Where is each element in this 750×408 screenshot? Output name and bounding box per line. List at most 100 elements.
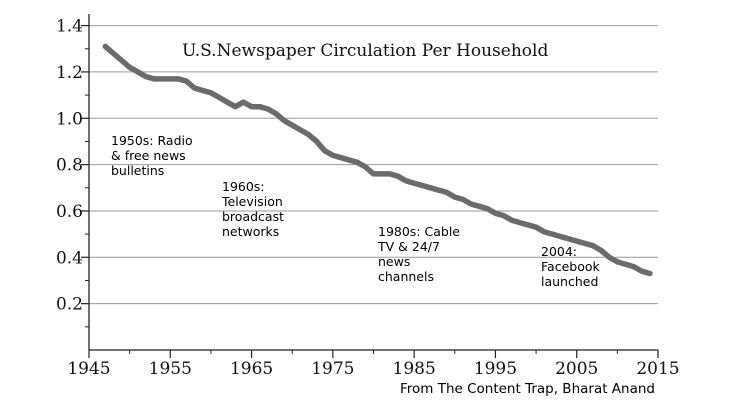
- y-tick-label: 0.8: [56, 156, 83, 176]
- data-point: [267, 108, 269, 110]
- axes: [88, 14, 658, 351]
- annotation-line: networks: [222, 224, 279, 239]
- data-point: [543, 231, 545, 233]
- data-point: [584, 242, 586, 245]
- data-point: [136, 71, 139, 73]
- y-tick-label: 0.4: [56, 248, 83, 268]
- x-tick-label: 2005: [555, 359, 598, 379]
- x-axis-ticks: 1945 1955 1965 1975 1985 1995 2005 2015: [67, 350, 680, 379]
- data-point: [462, 198, 464, 201]
- chart-title: U.S.Newspaper Circulation Per Household: [182, 41, 548, 61]
- data-point: [632, 265, 635, 268]
- data-point: [429, 186, 432, 189]
- data-point: [202, 89, 204, 92]
- data-point: [397, 175, 399, 178]
- data-point: [608, 256, 611, 259]
- data-point: [502, 214, 505, 217]
- data-point: [486, 207, 489, 210]
- data-point: [218, 96, 220, 99]
- y-tick-label: 1.4: [56, 17, 83, 37]
- data-point: [128, 66, 131, 69]
- data-point: [535, 226, 537, 228]
- gridlines: [89, 25, 658, 305]
- data-point: [153, 78, 155, 80]
- y-tick-label: 0.6: [56, 202, 83, 222]
- data-point: [567, 237, 570, 240]
- data-point: [210, 91, 212, 94]
- annotation-line: 1950s: Radio: [111, 133, 193, 148]
- y-tick-label: 1.0: [56, 109, 83, 129]
- annotation-line: 1960s:: [222, 179, 265, 194]
- data-point: [323, 149, 326, 152]
- data-point: [494, 212, 497, 215]
- data-point: [388, 173, 391, 175]
- data-point: [104, 45, 107, 48]
- data-point: [640, 270, 643, 273]
- data-point: [193, 87, 196, 89]
- data-point: [258, 105, 261, 108]
- data-point: [120, 59, 123, 62]
- data-point: [348, 159, 350, 161]
- data-point: [445, 191, 448, 194]
- data-point: [624, 263, 627, 266]
- annotation-line: & free news: [111, 148, 186, 163]
- data-point: [161, 78, 163, 80]
- x-tick-label: 2015: [636, 359, 679, 379]
- annotation-line: TV & 24/7: [377, 239, 440, 254]
- x-tick-label: 1955: [149, 359, 192, 379]
- annotation-line: broadcast: [222, 209, 284, 224]
- data-point: [234, 105, 237, 108]
- data-point: [649, 272, 651, 275]
- series-points: [104, 45, 651, 275]
- data-point: [551, 233, 554, 235]
- data-point: [478, 205, 480, 208]
- data-point: [112, 52, 115, 55]
- series-line: [102, 43, 653, 277]
- annotation-line: 2004:: [541, 244, 577, 259]
- data-point: [177, 78, 180, 80]
- data-point: [405, 180, 407, 182]
- annotation-line: launched: [541, 274, 598, 289]
- data-point: [600, 249, 602, 252]
- annotation-line: Facebook: [541, 259, 600, 274]
- data-point: [242, 101, 245, 103]
- y-axis-ticks: 0.2 0.4 0.6 0.8 1.0 1.2 1.4: [56, 17, 89, 328]
- annotation-line: Television: [221, 194, 283, 209]
- data-point: [250, 105, 253, 108]
- data-point: [616, 261, 619, 263]
- data-point: [453, 196, 456, 198]
- annotation-line: news: [378, 254, 410, 269]
- data-point: [527, 224, 529, 226]
- series-layer: [102, 43, 653, 277]
- data-point: [315, 140, 318, 143]
- data-point: [145, 75, 147, 78]
- data-point: [559, 235, 562, 238]
- data-point: [519, 221, 521, 224]
- data-point: [332, 154, 334, 157]
- data-point: [356, 161, 359, 164]
- annotation-line: channels: [378, 269, 434, 284]
- data-point: [299, 129, 302, 131]
- data-point: [364, 166, 367, 168]
- annotation-line: bulletins: [111, 163, 164, 178]
- data-point: [340, 156, 342, 159]
- data-point: [470, 203, 472, 205]
- x-tick-label: 1995: [474, 359, 517, 379]
- x-tick-label: 1945: [67, 359, 110, 379]
- data-point: [421, 184, 424, 187]
- data-point: [226, 101, 228, 103]
- data-point: [380, 173, 383, 175]
- data-point: [510, 219, 513, 222]
- data-point: [372, 173, 375, 175]
- data-point: [413, 182, 415, 184]
- data-point: [185, 80, 188, 82]
- data-point: [575, 240, 578, 242]
- y-tick-label: 1.2: [56, 63, 83, 83]
